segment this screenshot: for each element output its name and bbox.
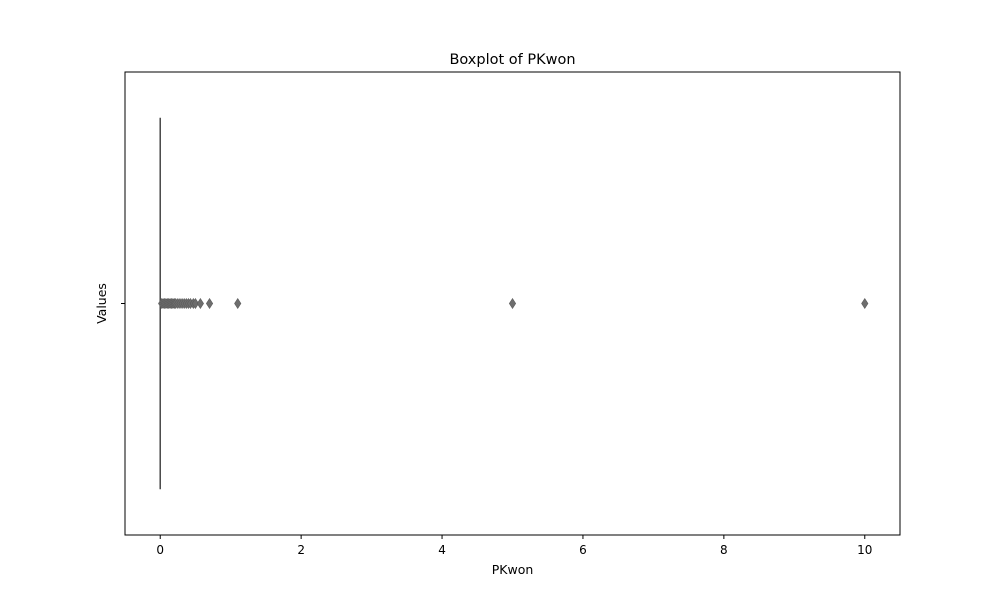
x-tick-label: 0 [156,543,164,557]
outlier-point [861,297,869,310]
chart-title: Boxplot of PKwon [449,52,575,68]
x-tick-label: 8 [720,543,728,557]
outlier-group [158,297,869,310]
x-axis-label: PKwon [492,562,534,577]
outlier-point [508,297,517,310]
outlier-point [191,297,200,310]
outlier-point [234,297,242,310]
outlier-point [196,297,204,310]
x-tick-label: 10 [857,543,872,557]
y-axis-label: Values [94,283,109,324]
x-axis: 0 2 4 6 8 10 [156,535,872,557]
outlier-point [205,297,214,310]
x-tick-label: 2 [297,543,305,557]
x-tick-label: 6 [579,543,587,557]
x-tick-label: 4 [438,543,446,557]
